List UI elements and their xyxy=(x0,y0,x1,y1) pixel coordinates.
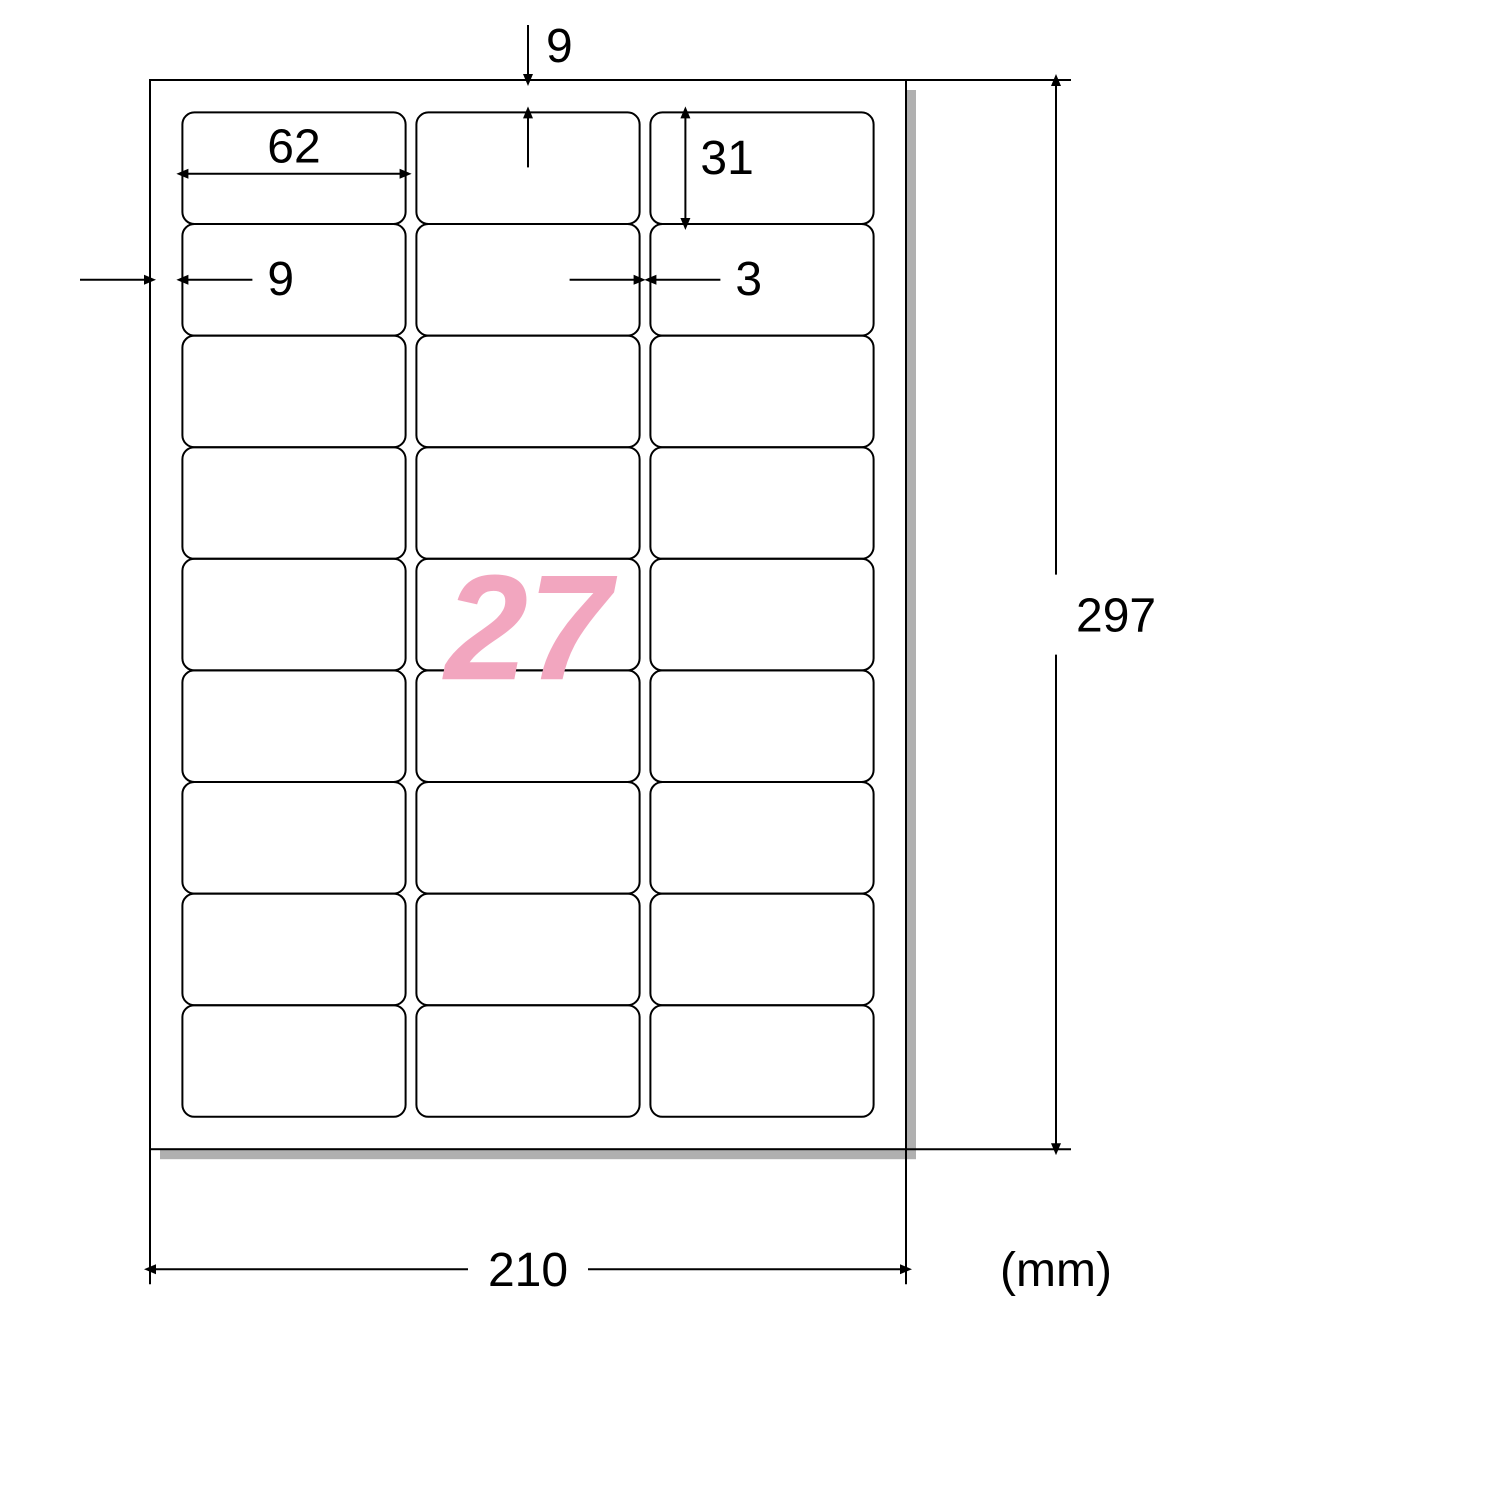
dim-label: 297 xyxy=(1076,589,1156,642)
dim-h-gap: 3 xyxy=(735,253,762,306)
dim-top-margin: 9 xyxy=(546,20,573,73)
dim-left-margin: 9 xyxy=(267,253,294,306)
label-count: 27 xyxy=(442,543,618,711)
dim-label-height: 31 xyxy=(700,132,753,185)
dim-label-width: 62 xyxy=(267,121,320,174)
dim-label: 210 xyxy=(488,1244,568,1297)
unit-label: (mm) xyxy=(1000,1244,1112,1297)
